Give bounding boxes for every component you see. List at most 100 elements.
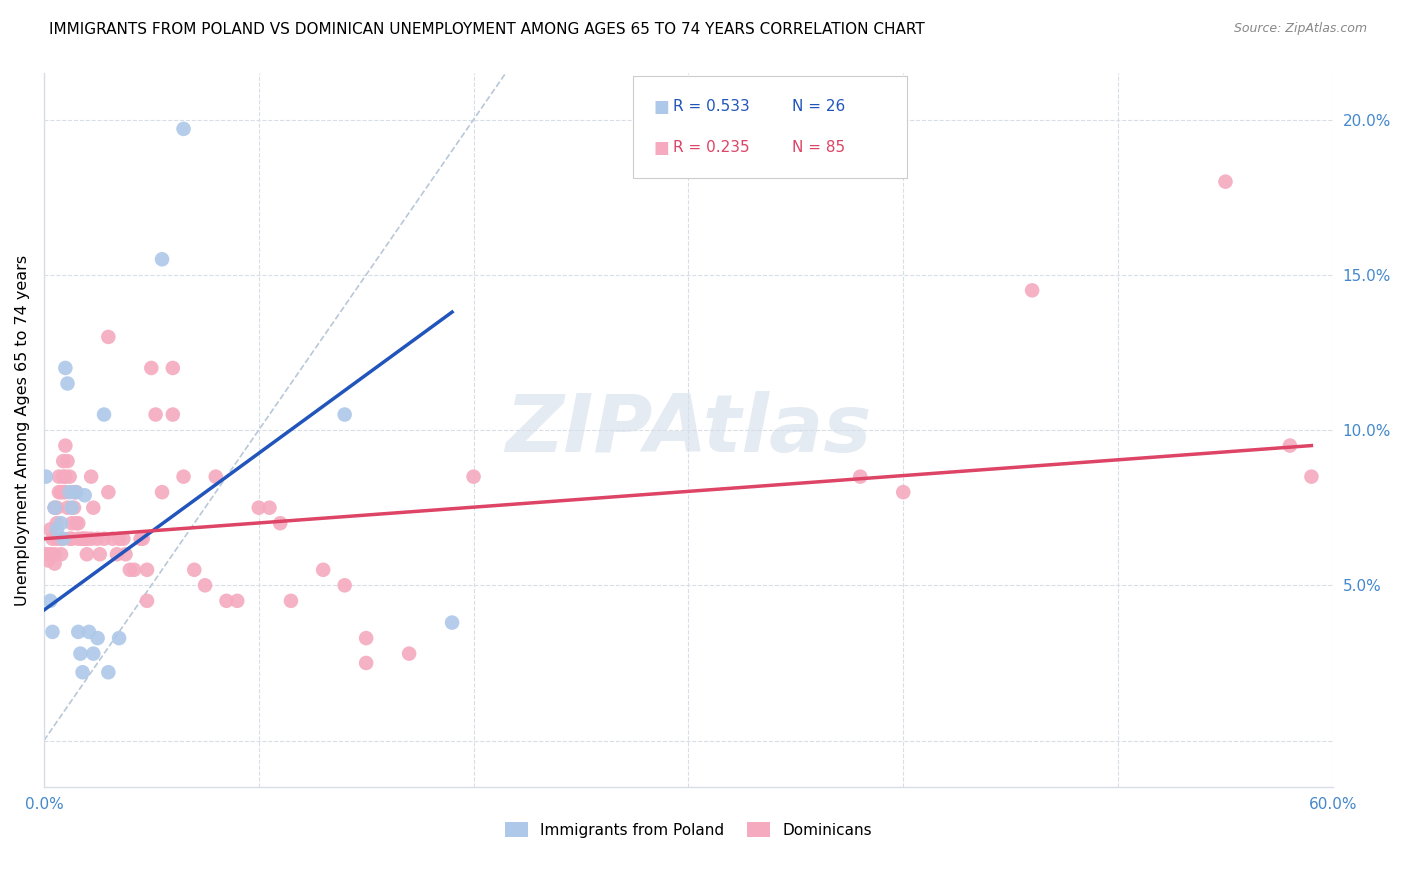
Point <box>49 485 72 500</box>
Point <box>204 469 226 483</box>
Point <box>72 532 94 546</box>
Point <box>49 547 72 561</box>
Point <box>105 547 128 561</box>
Point <box>849 469 872 483</box>
Point <box>97 485 120 500</box>
Point <box>49 516 72 531</box>
Point <box>108 631 131 645</box>
Point <box>52 485 75 500</box>
Point <box>65 516 87 531</box>
Point <box>63 500 86 515</box>
Point <box>65 485 87 500</box>
Point <box>80 469 103 483</box>
Point <box>67 532 90 546</box>
Point <box>67 516 90 531</box>
Y-axis label: Unemployment Among Ages 65 to 74 years: Unemployment Among Ages 65 to 74 years <box>15 254 30 606</box>
Point <box>1021 283 1043 297</box>
Point <box>398 647 420 661</box>
Point <box>89 547 111 561</box>
Point <box>1215 175 1237 189</box>
Point <box>1278 439 1301 453</box>
Point <box>101 532 124 546</box>
Point <box>333 578 356 592</box>
Point <box>333 408 356 422</box>
Point <box>48 469 70 483</box>
Point <box>53 439 76 453</box>
Point <box>1301 469 1323 483</box>
Point <box>41 532 63 546</box>
Point <box>280 594 302 608</box>
Point <box>56 376 79 391</box>
Point <box>44 557 66 571</box>
Point <box>173 121 195 136</box>
Point <box>93 408 115 422</box>
Point <box>136 563 159 577</box>
Point <box>39 547 62 561</box>
Point <box>150 485 173 500</box>
Point <box>53 485 76 500</box>
Point <box>35 469 58 483</box>
Point <box>114 547 136 561</box>
Point <box>53 361 76 376</box>
Point <box>49 532 72 546</box>
Point <box>39 523 62 537</box>
Point <box>37 553 59 567</box>
Point <box>52 532 75 546</box>
Legend: Immigrants from Poland, Dominicans: Immigrants from Poland, Dominicans <box>499 815 877 844</box>
Point <box>56 500 79 515</box>
Point <box>60 516 83 531</box>
Point <box>86 532 108 546</box>
Point <box>65 485 87 500</box>
Text: N = 26: N = 26 <box>792 99 845 114</box>
Text: N = 85: N = 85 <box>792 140 845 155</box>
Point <box>136 594 159 608</box>
Point <box>60 532 83 546</box>
Point <box>44 547 66 561</box>
Point <box>59 532 82 546</box>
Point <box>60 500 83 515</box>
Text: ZIPAtlas: ZIPAtlas <box>505 391 872 469</box>
Text: R = 0.533: R = 0.533 <box>673 99 751 114</box>
Text: IMMIGRANTS FROM POLAND VS DOMINICAN UNEMPLOYMENT AMONG AGES 65 TO 74 YEARS CORRE: IMMIGRANTS FROM POLAND VS DOMINICAN UNEM… <box>49 22 925 37</box>
Point <box>183 563 205 577</box>
Point <box>77 624 100 639</box>
Point <box>259 500 281 515</box>
Point <box>162 408 184 422</box>
Point <box>463 469 485 483</box>
Point <box>45 516 67 531</box>
Text: ■: ■ <box>654 97 669 115</box>
Text: ■: ■ <box>654 139 669 157</box>
Point <box>45 532 67 546</box>
Point <box>441 615 464 630</box>
Point <box>269 516 291 531</box>
Point <box>86 631 108 645</box>
Point <box>97 330 120 344</box>
Point <box>226 594 249 608</box>
Point <box>56 454 79 468</box>
Point <box>69 647 91 661</box>
Text: Source: ZipAtlas.com: Source: ZipAtlas.com <box>1233 22 1367 36</box>
Point <box>45 523 67 537</box>
Point <box>45 500 67 515</box>
Text: R = 0.235: R = 0.235 <box>673 140 749 155</box>
Point <box>72 665 94 680</box>
Point <box>41 624 63 639</box>
Point <box>80 532 103 546</box>
Point <box>118 563 141 577</box>
Point <box>194 578 217 592</box>
Point <box>44 500 66 515</box>
Point <box>112 532 135 546</box>
Point <box>108 532 131 546</box>
Point <box>76 532 98 546</box>
Point <box>150 252 173 267</box>
Point <box>247 500 270 515</box>
Point <box>162 361 184 376</box>
Point <box>93 532 115 546</box>
Point <box>63 485 86 500</box>
Point <box>72 532 94 546</box>
Point <box>59 485 82 500</box>
Point <box>82 647 104 661</box>
Point <box>73 532 96 546</box>
Point <box>215 594 238 608</box>
Point <box>173 469 195 483</box>
